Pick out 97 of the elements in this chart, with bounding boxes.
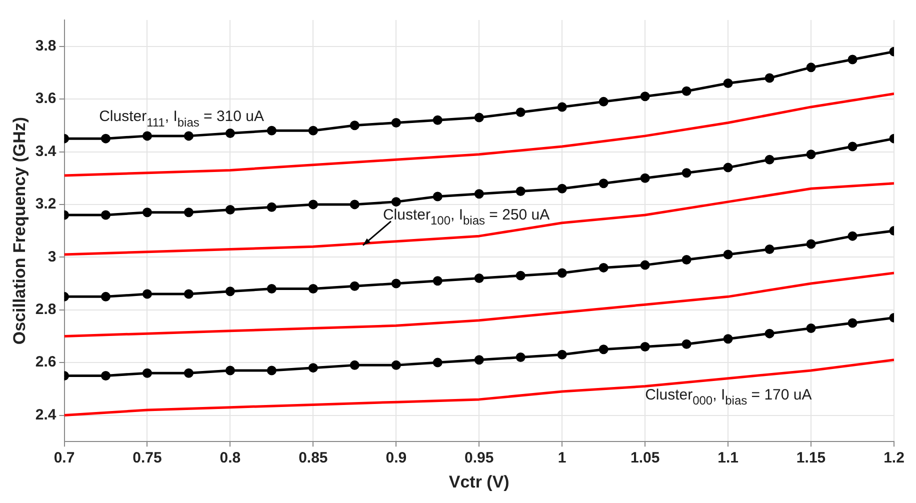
point xyxy=(723,250,733,260)
x-tick-label: 1.15 xyxy=(796,450,826,467)
point xyxy=(100,134,110,144)
point xyxy=(598,178,608,188)
x-tick-label: 0.7 xyxy=(54,450,75,467)
point xyxy=(764,154,774,164)
point xyxy=(723,78,733,88)
point xyxy=(142,289,152,299)
point xyxy=(682,86,692,96)
point xyxy=(391,278,401,288)
point xyxy=(682,339,692,349)
y-tick-label: 3.6 xyxy=(35,90,56,108)
point xyxy=(432,358,442,368)
point xyxy=(184,289,194,299)
point xyxy=(557,350,567,360)
point xyxy=(806,324,816,334)
x-tick-label: 0.85 xyxy=(298,450,328,467)
x-tick-label: 1.05 xyxy=(630,450,660,467)
point xyxy=(308,284,318,294)
x-tick-label: 0.8 xyxy=(220,450,241,467)
point xyxy=(266,366,276,376)
point xyxy=(557,268,567,278)
y-tick-label: 2.8 xyxy=(35,300,56,318)
point xyxy=(142,368,152,378)
point xyxy=(723,334,733,344)
x-tick-label: 0.9 xyxy=(386,450,407,467)
point xyxy=(184,131,194,141)
point xyxy=(806,150,816,160)
point xyxy=(184,368,194,378)
point xyxy=(350,200,360,210)
point xyxy=(432,115,442,125)
point xyxy=(266,126,276,136)
point xyxy=(142,208,152,218)
point xyxy=(848,231,858,241)
point xyxy=(225,286,235,296)
point xyxy=(474,189,484,199)
point xyxy=(142,131,152,141)
y-tick-label: 2.4 xyxy=(35,406,57,424)
point xyxy=(723,162,733,172)
y-tick-label: 3.2 xyxy=(35,196,56,213)
point xyxy=(266,284,276,294)
point xyxy=(350,281,360,291)
point xyxy=(848,142,858,152)
point xyxy=(474,112,484,122)
point xyxy=(682,168,692,178)
x-tick-label: 1.2 xyxy=(884,450,904,467)
point xyxy=(266,202,276,212)
y-tick-label: 3 xyxy=(48,248,56,266)
point xyxy=(225,204,235,214)
point xyxy=(225,128,235,138)
point xyxy=(516,107,526,117)
point xyxy=(640,92,650,102)
point xyxy=(640,173,650,183)
point xyxy=(474,355,484,365)
point xyxy=(806,62,816,72)
point xyxy=(598,96,608,106)
point xyxy=(806,239,816,249)
point xyxy=(184,208,194,218)
y-axis-title: Oscillation Frequency (GHz) xyxy=(10,116,29,345)
point xyxy=(557,102,567,112)
point xyxy=(640,260,650,270)
point xyxy=(557,184,567,194)
x-tick-label: 0.95 xyxy=(464,450,494,467)
point xyxy=(350,120,360,130)
point xyxy=(100,292,110,302)
point xyxy=(432,276,442,286)
x-axis-title: Vctr (V) xyxy=(448,472,510,492)
point xyxy=(516,270,526,280)
y-tick-label: 3.4 xyxy=(35,142,57,160)
point xyxy=(598,262,608,272)
x-tick-label: 1 xyxy=(558,450,566,467)
y-tick-label: 2.6 xyxy=(35,354,56,371)
point xyxy=(308,126,318,136)
y-tick-label: 3.8 xyxy=(35,37,56,54)
point xyxy=(391,118,401,128)
point xyxy=(432,192,442,202)
x-tick-label: 1.1 xyxy=(718,450,738,467)
x-tick-label: 0.75 xyxy=(132,450,162,467)
point xyxy=(682,255,692,265)
point xyxy=(391,360,401,370)
point xyxy=(848,54,858,64)
point xyxy=(391,197,401,207)
point xyxy=(516,352,526,362)
point xyxy=(308,363,318,373)
point xyxy=(350,360,360,370)
point xyxy=(225,366,235,376)
point xyxy=(308,200,318,210)
point xyxy=(764,73,774,83)
point xyxy=(598,344,608,354)
point xyxy=(764,244,774,254)
point xyxy=(764,328,774,338)
point xyxy=(848,318,858,328)
point xyxy=(474,273,484,283)
point xyxy=(100,370,110,380)
point xyxy=(516,186,526,196)
point xyxy=(100,210,110,220)
point xyxy=(640,342,650,352)
